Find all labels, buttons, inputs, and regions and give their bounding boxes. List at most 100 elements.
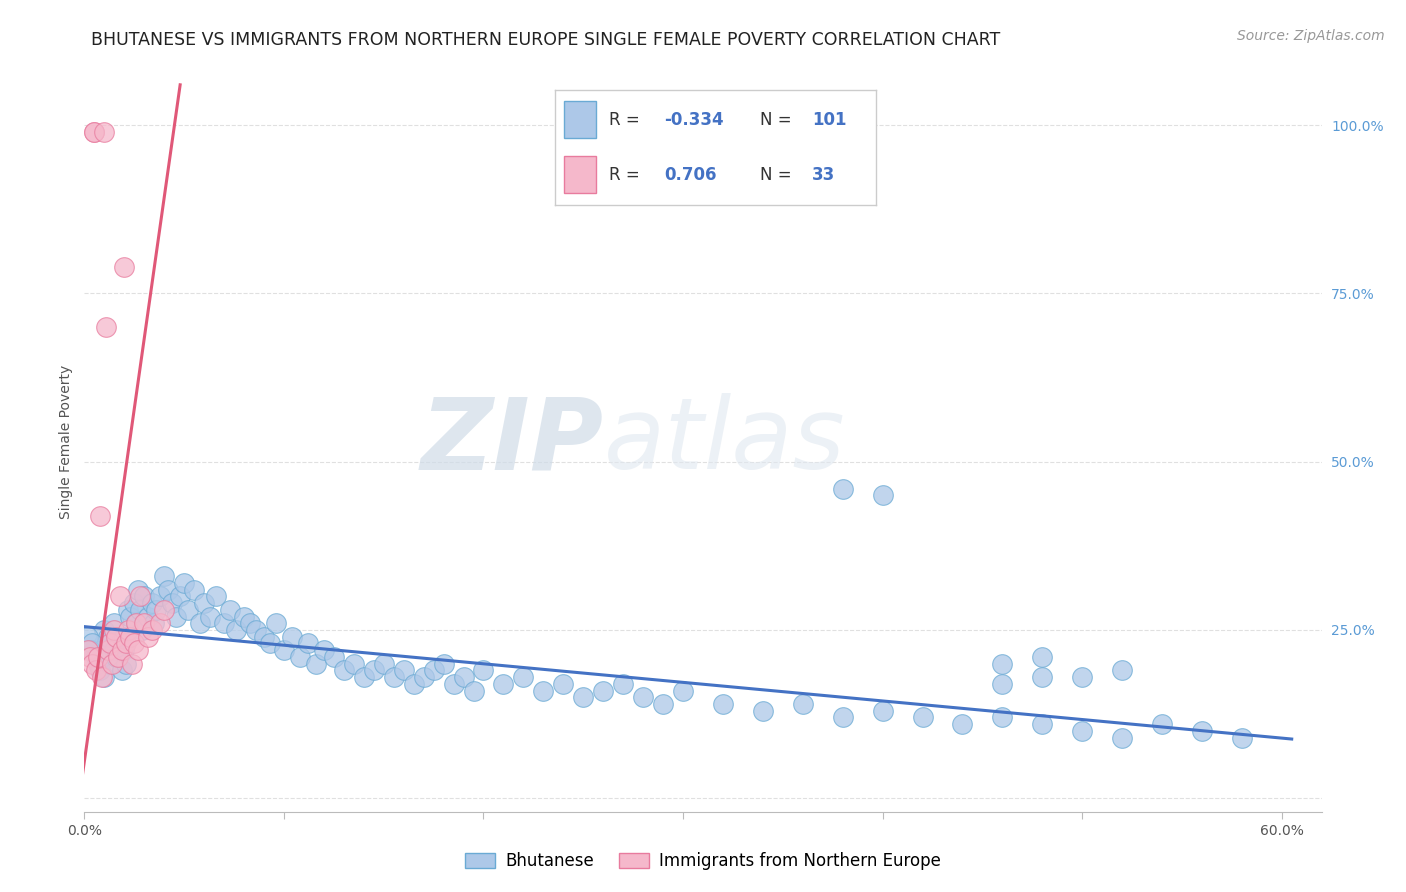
Point — [149, 616, 172, 631]
Point — [612, 677, 634, 691]
Point — [79, 649, 101, 664]
Point — [112, 260, 135, 274]
Point — [991, 677, 1014, 691]
Legend: Bhutanese, Immigrants from Northern Europe: Bhutanese, Immigrants from Northern Euro… — [458, 846, 948, 877]
Point — [752, 704, 775, 718]
Point — [111, 643, 134, 657]
Point — [353, 670, 375, 684]
Point — [872, 488, 894, 502]
Point — [1230, 731, 1253, 745]
Point — [149, 590, 172, 604]
Point — [253, 630, 276, 644]
Point — [572, 690, 595, 705]
Point — [122, 596, 145, 610]
Point — [120, 630, 142, 644]
Point — [115, 657, 138, 671]
Point — [333, 664, 356, 678]
Point — [305, 657, 328, 671]
Point — [117, 623, 139, 637]
Point — [453, 670, 475, 684]
Point — [77, 643, 100, 657]
Point — [122, 636, 145, 650]
Point — [110, 590, 132, 604]
Point — [297, 636, 319, 650]
Point — [193, 596, 215, 610]
Point — [652, 697, 675, 711]
Point — [233, 609, 256, 624]
Point — [872, 704, 894, 718]
Point — [198, 609, 221, 624]
Point — [952, 717, 974, 731]
Point — [127, 643, 149, 657]
Point — [105, 649, 128, 664]
Point — [105, 630, 128, 644]
Point — [91, 649, 114, 664]
Point — [111, 664, 134, 678]
Point — [131, 623, 153, 637]
Point — [592, 683, 614, 698]
Point — [1071, 723, 1094, 738]
Point — [115, 636, 138, 650]
Point — [531, 683, 554, 698]
Point — [129, 590, 152, 604]
Point — [103, 643, 125, 657]
Point — [1150, 717, 1173, 731]
Point — [136, 630, 159, 644]
Point — [463, 683, 485, 698]
Point — [831, 710, 853, 724]
Point — [281, 630, 304, 644]
Point — [77, 630, 100, 644]
Point — [79, 643, 101, 657]
Point — [97, 630, 120, 644]
Point — [153, 603, 176, 617]
Point — [212, 616, 235, 631]
Point — [177, 603, 200, 617]
Point — [160, 596, 183, 610]
Point — [225, 623, 247, 637]
Text: Source: ZipAtlas.com: Source: ZipAtlas.com — [1237, 29, 1385, 43]
Point — [219, 603, 242, 617]
Point — [103, 623, 125, 637]
Point — [141, 623, 163, 637]
Point — [121, 657, 143, 671]
Point — [157, 582, 180, 597]
Point — [125, 616, 148, 631]
Point — [103, 616, 125, 631]
Point — [141, 596, 163, 610]
Point — [205, 590, 228, 604]
Point — [1031, 670, 1053, 684]
Point — [112, 643, 135, 657]
Point — [101, 657, 124, 671]
Point — [1071, 670, 1094, 684]
Point — [239, 616, 262, 631]
Point — [96, 320, 118, 334]
Point — [117, 603, 139, 617]
Point — [82, 657, 104, 671]
Point — [312, 643, 335, 657]
Point — [792, 697, 814, 711]
Point — [1111, 731, 1133, 745]
Point — [93, 670, 115, 684]
Point — [134, 590, 156, 604]
Point — [443, 677, 465, 691]
Point — [412, 670, 434, 684]
Point — [89, 508, 111, 523]
Point — [672, 683, 695, 698]
Point — [553, 677, 575, 691]
Point — [98, 636, 121, 650]
Point — [322, 649, 344, 664]
Point — [512, 670, 534, 684]
Point — [87, 649, 110, 664]
Point — [1031, 717, 1053, 731]
Point — [82, 636, 104, 650]
Point — [288, 649, 311, 664]
Point — [373, 657, 395, 671]
Point — [83, 125, 105, 139]
Point — [422, 664, 444, 678]
Point — [127, 582, 149, 597]
Point — [87, 657, 110, 671]
Point — [472, 664, 495, 678]
Point — [86, 664, 108, 678]
Text: atlas: atlas — [605, 393, 845, 490]
Point — [991, 710, 1014, 724]
